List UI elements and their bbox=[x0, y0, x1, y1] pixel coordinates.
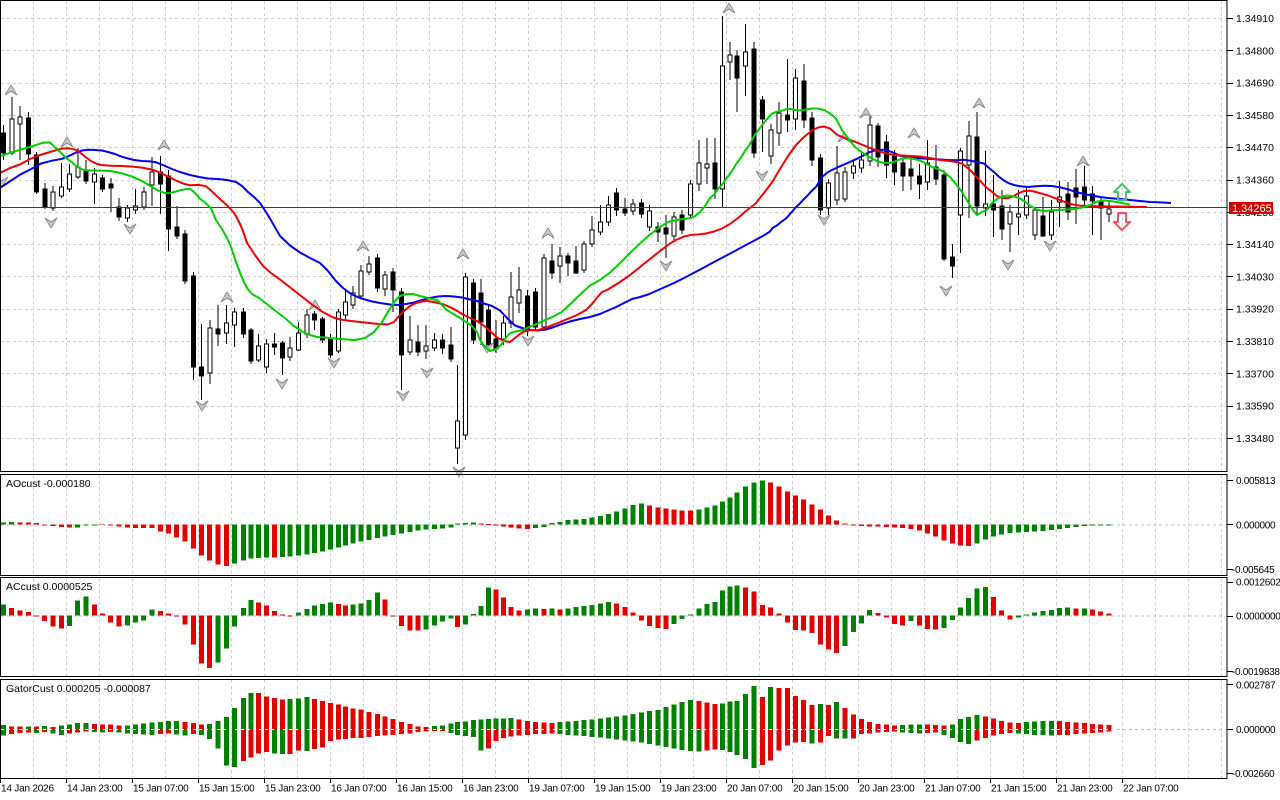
svg-text:14 Jan 2026: 14 Jan 2026 bbox=[1, 784, 54, 795]
svg-text:1.34140: 1.34140 bbox=[1236, 239, 1274, 251]
svg-text:-0.0019838: -0.0019838 bbox=[1232, 667, 1280, 678]
svg-text:20 Jan 23:00: 20 Jan 23:00 bbox=[859, 784, 915, 795]
svg-text:ACcust 0.0000525: ACcust 0.0000525 bbox=[6, 581, 93, 593]
svg-text:1.33920: 1.33920 bbox=[1236, 304, 1274, 316]
svg-text:16 Jan 23:00: 16 Jan 23:00 bbox=[463, 784, 519, 795]
svg-text:15 Jan 07:00: 15 Jan 07:00 bbox=[133, 784, 189, 795]
svg-text:0.000000: 0.000000 bbox=[1236, 725, 1276, 736]
svg-text:22 Jan 07:00: 22 Jan 07:00 bbox=[1123, 784, 1179, 795]
svg-text:21 Jan 15:00: 21 Jan 15:00 bbox=[991, 784, 1047, 795]
svg-text:0.002787: 0.002787 bbox=[1236, 681, 1276, 692]
svg-text:1.34265: 1.34265 bbox=[1232, 203, 1272, 215]
svg-text:GatorCust 0.000205 -0.000087: GatorCust 0.000205 -0.000087 bbox=[6, 683, 151, 695]
svg-text:20 Jan 07:00: 20 Jan 07:00 bbox=[727, 784, 783, 795]
svg-text:-0.002660: -0.002660 bbox=[1232, 769, 1275, 780]
svg-text:1.34910: 1.34910 bbox=[1236, 13, 1274, 25]
svg-text:21 Jan 07:00: 21 Jan 07:00 bbox=[925, 784, 981, 795]
svg-text:1.34360: 1.34360 bbox=[1236, 175, 1274, 187]
svg-text:19 Jan 15:00: 19 Jan 15:00 bbox=[595, 784, 651, 795]
svg-text:21 Jan 23:00: 21 Jan 23:00 bbox=[1057, 784, 1113, 795]
svg-text:0.005813: 0.005813 bbox=[1236, 476, 1276, 487]
svg-text:AOcust -0.000180: AOcust -0.000180 bbox=[6, 478, 91, 490]
svg-text:1.33480: 1.33480 bbox=[1236, 433, 1274, 445]
svg-text:16 Jan 15:00: 16 Jan 15:00 bbox=[397, 784, 453, 795]
svg-text:1.34580: 1.34580 bbox=[1236, 110, 1274, 122]
svg-text:15 Jan 15:00: 15 Jan 15:00 bbox=[199, 784, 255, 795]
svg-text:1.33590: 1.33590 bbox=[1236, 401, 1274, 413]
svg-text:19 Jan 23:00: 19 Jan 23:00 bbox=[661, 784, 717, 795]
svg-text:19 Jan 07:00: 19 Jan 07:00 bbox=[529, 784, 585, 795]
svg-text:0.0000000: 0.0000000 bbox=[1236, 612, 1280, 623]
svg-text:1.34800: 1.34800 bbox=[1236, 45, 1274, 57]
svg-text:0.0012602: 0.0012602 bbox=[1236, 578, 1280, 589]
svg-text:-0.005645: -0.005645 bbox=[1232, 565, 1275, 576]
svg-text:20 Jan 15:00: 20 Jan 15:00 bbox=[793, 784, 849, 795]
svg-text:1.34690: 1.34690 bbox=[1236, 78, 1274, 90]
svg-text:16 Jan 07:00: 16 Jan 07:00 bbox=[331, 784, 387, 795]
svg-text:1.33810: 1.33810 bbox=[1236, 336, 1274, 348]
svg-text:0.000000: 0.000000 bbox=[1236, 521, 1276, 532]
svg-text:1.34470: 1.34470 bbox=[1236, 142, 1274, 154]
svg-text:15 Jan 23:00: 15 Jan 23:00 bbox=[265, 784, 321, 795]
svg-text:14 Jan 23:00: 14 Jan 23:00 bbox=[67, 784, 123, 795]
svg-text:1.34030: 1.34030 bbox=[1236, 271, 1274, 283]
svg-text:1.33700: 1.33700 bbox=[1236, 368, 1274, 380]
